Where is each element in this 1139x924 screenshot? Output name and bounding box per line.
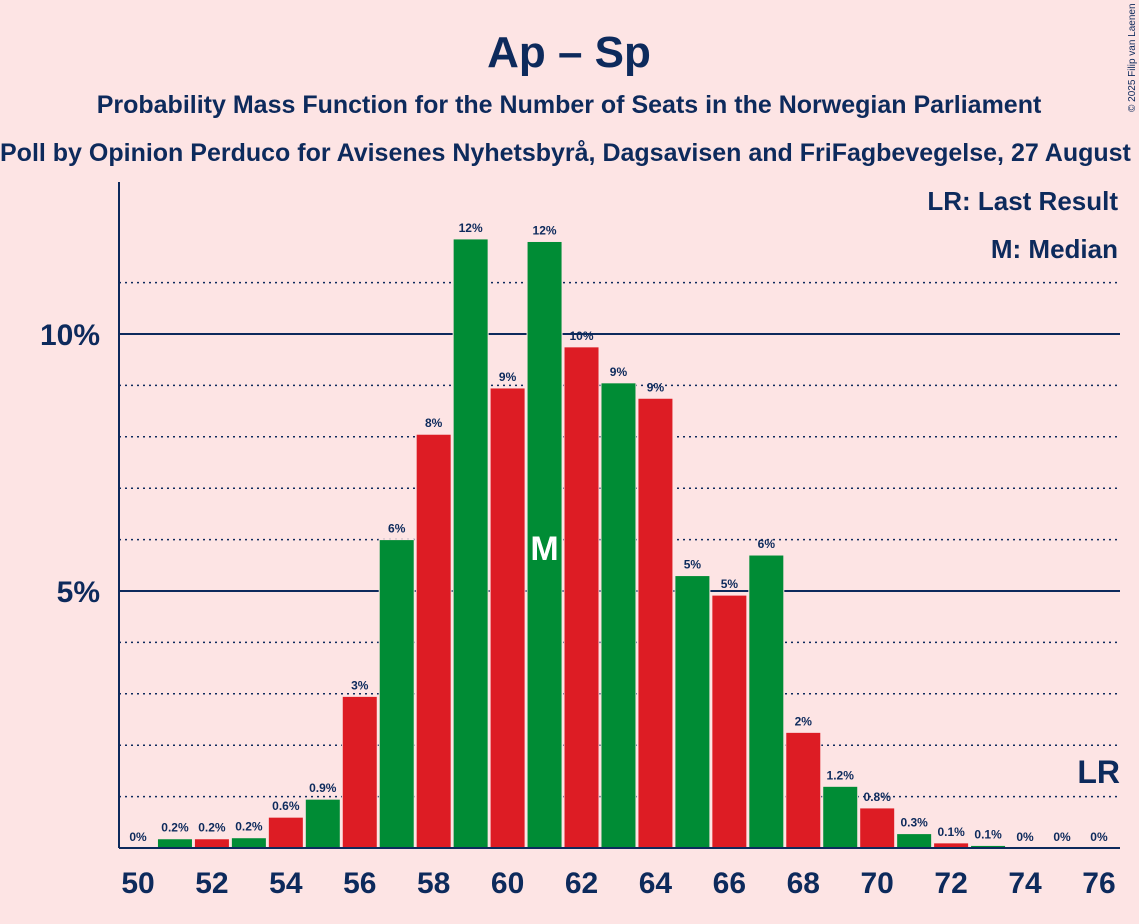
data-label-seat-65: 5% (684, 558, 702, 572)
bar-seat-52 (193, 838, 230, 849)
bar-seat-69 (822, 785, 859, 849)
data-label-seat-63: 9% (610, 365, 628, 379)
x-tick-label: 76 (1082, 867, 1115, 900)
x-tick-label: 56 (343, 867, 376, 900)
x-ticks-group: 50 52 54 56 58 60 62 64 66 68 70 72 74 76 (121, 867, 1115, 900)
x-tick-label: 60 (491, 867, 524, 900)
data-label-seat-61: 12% (533, 223, 557, 237)
grid-lines (119, 281, 1120, 798)
data-label-seat-58: 8% (425, 416, 443, 430)
data-label-seat-71: 0.3% (900, 816, 928, 830)
x-tick-label: 66 (713, 867, 746, 900)
x-tick-label: 68 (787, 867, 820, 900)
legend-last-result: LR: Last Result (927, 186, 1118, 216)
bar-seat-53 (230, 837, 267, 849)
x-tick-label: 72 (934, 867, 967, 900)
y-tick-label: 5% (57, 576, 100, 609)
bar-seat-70 (859, 807, 896, 849)
bars-group (156, 238, 1007, 849)
bar-seat-54 (267, 816, 304, 849)
data-label-seat-50: 0% (129, 830, 147, 844)
data-label-seat-67: 6% (758, 537, 776, 551)
bar-seat-68 (785, 731, 822, 849)
median-marker: M (530, 530, 558, 568)
x-tick-label: 50 (121, 867, 154, 900)
data-label-seat-59: 12% (459, 221, 483, 235)
data-label-seat-76: 0% (1090, 830, 1108, 844)
bar-seat-60 (489, 387, 526, 849)
chart-subtitle-poll: Poll by Opinion Perduco for Avisenes Nyh… (0, 139, 1132, 167)
data-label-seat-72: 0.1% (937, 825, 965, 839)
x-tick-label: 64 (639, 867, 673, 900)
data-label-seat-60: 9% (499, 370, 517, 384)
bar-seat-66 (711, 594, 748, 849)
data-label-seat-70: 0.8% (864, 790, 892, 804)
data-label-seat-64: 9% (647, 380, 665, 394)
bar-seat-62 (563, 346, 600, 849)
data-label-seat-62: 10% (570, 329, 594, 343)
data-label-seat-66: 5% (721, 577, 739, 591)
bar-seat-59 (452, 238, 489, 849)
bar-seat-57 (378, 539, 415, 849)
data-labels-group: 0% 0.2% 0.2% 0.2% 0.6% 0.9% 3% 6% 8% 12% 9% 12% 10% 9… (129, 221, 1108, 844)
data-label-seat-74: 0% (1016, 830, 1034, 844)
x-tick-label: 52 (195, 867, 228, 900)
x-tick-label: 58 (417, 867, 450, 900)
chart-subtitle: Probability Mass Function for the Number… (97, 91, 1042, 119)
x-tick-label: 70 (861, 867, 894, 900)
y-ticks-group: 5% 10% (40, 319, 100, 609)
copyright-text: © 2025 Filip van Laenen (1127, 3, 1138, 112)
data-label-seat-57: 6% (388, 522, 406, 536)
bar-seat-67 (748, 554, 785, 849)
data-label-seat-73: 0.1% (974, 827, 1002, 841)
bar-seat-64 (637, 397, 674, 849)
data-label-seat-52: 0.2% (198, 821, 226, 835)
legend-median: M: Median (991, 234, 1118, 264)
bar-seat-65 (674, 575, 711, 849)
y-tick-label: 10% (40, 319, 100, 352)
data-label-seat-56: 3% (351, 678, 369, 692)
x-tick-label: 62 (565, 867, 598, 900)
data-label-seat-68: 2% (795, 714, 813, 728)
x-tick-label: 54 (269, 867, 303, 900)
bar-seat-63 (600, 382, 637, 849)
last-result-marker: LR (1077, 754, 1120, 790)
data-label-seat-69: 1.2% (827, 768, 855, 782)
data-label-seat-75: 0% (1053, 830, 1071, 844)
chart-title: Ap – Sp (487, 28, 651, 77)
data-label-seat-55: 0.9% (309, 781, 337, 795)
bar-seat-55 (304, 798, 341, 849)
bar-seat-61 (526, 240, 563, 849)
bar-seat-71 (896, 833, 933, 849)
bar-seat-51 (156, 838, 193, 849)
data-label-seat-54: 0.6% (272, 799, 300, 813)
x-tick-label: 74 (1008, 867, 1042, 900)
data-label-seat-53: 0.2% (235, 820, 263, 834)
data-label-seat-51: 0.2% (161, 821, 189, 835)
bar-seat-56 (341, 695, 378, 849)
bar-seat-58 (415, 433, 452, 849)
